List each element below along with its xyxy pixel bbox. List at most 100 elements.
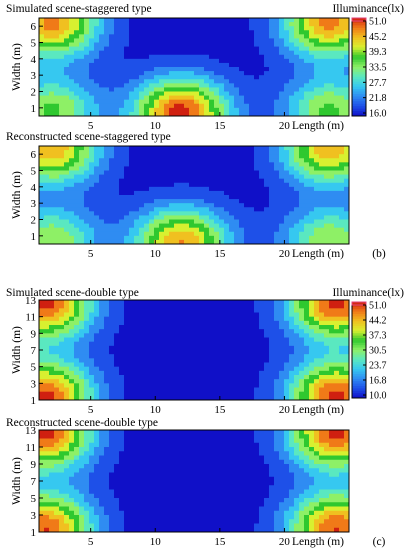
heatmap-cell (99, 354, 105, 359)
heatmap-cell (299, 379, 305, 384)
heatmap-cell (129, 215, 135, 221)
heatmap-cell (94, 162, 100, 168)
heatmap-cell (39, 472, 45, 478)
heatmap-cell (209, 203, 215, 208)
heatmap-cell (59, 75, 65, 80)
heatmap-cell (89, 95, 95, 101)
heatmap-cell (319, 91, 325, 97)
heatmap-cell (49, 455, 55, 461)
heatmap-cell (264, 54, 270, 60)
heatmap-cell (134, 387, 140, 393)
heatmap-cell (274, 370, 280, 376)
heatmap-cell (154, 341, 160, 347)
heatmap-cell (309, 227, 315, 233)
heatmap-cell (164, 34, 170, 40)
heatmap-cell (274, 362, 280, 368)
heatmap-cell (119, 337, 125, 343)
heatmap-cell (194, 83, 200, 89)
heatmap-cell (109, 38, 115, 44)
heatmap-cell (99, 207, 105, 212)
heatmap-cell (199, 316, 205, 322)
heatmap-cell (194, 166, 200, 172)
heatmap-cell (69, 366, 75, 372)
heatmap-cell (44, 154, 50, 159)
heatmap-cell (279, 387, 285, 393)
heatmap-cell (209, 34, 215, 40)
heatmap-cell (39, 195, 45, 200)
heatmap-cell (274, 22, 280, 27)
heatmap-cell (179, 26, 185, 31)
heatmap-cell (89, 22, 95, 27)
heatmap-cell (44, 438, 50, 444)
heatmap-cell (94, 174, 100, 180)
heatmap-cell (279, 42, 285, 48)
heatmap-cell (179, 350, 185, 355)
heatmap-cell (194, 362, 200, 368)
heatmap-cell (94, 459, 100, 465)
heatmap-cell (134, 199, 140, 204)
heatmap-cell (44, 26, 50, 31)
heatmap-cell (334, 211, 340, 217)
heatmap-cell (344, 235, 349, 241)
heatmap-cell (114, 22, 120, 27)
heatmap-cell (139, 54, 145, 60)
heatmap-cell (44, 219, 50, 225)
heatmap-cell (269, 111, 275, 116)
heatmap-cell (314, 304, 320, 309)
heatmap-cell (54, 489, 60, 495)
heatmap-cell (109, 211, 115, 217)
heatmap-cell (269, 22, 275, 27)
colorbar-swatch (352, 42, 366, 46)
heatmap-cell (119, 22, 125, 27)
heatmap-cell (174, 54, 180, 60)
heatmap-cell (344, 231, 349, 237)
heatmap-cell (44, 481, 50, 486)
heatmap-cell (84, 199, 90, 204)
heatmap-cell (329, 227, 335, 233)
heatmap-cell (59, 354, 65, 359)
heatmap-cell (249, 154, 255, 159)
heatmap-cell (344, 195, 349, 200)
heatmap-cell (234, 95, 240, 101)
heatmap-cell (184, 308, 190, 314)
heatmap-cell (284, 379, 290, 384)
heatmap-cell (244, 366, 250, 372)
heatmap-cell (304, 211, 310, 217)
heatmap-cell (309, 231, 315, 237)
heatmap-cell (129, 341, 135, 347)
heatmap-cell (164, 95, 170, 101)
colorbar-swatch (352, 79, 366, 83)
heatmap-cell (44, 111, 50, 116)
heatmap-cell (279, 146, 285, 151)
heatmap-cell (204, 146, 210, 151)
heatmap-cell (154, 345, 160, 351)
heatmap-cell (209, 211, 215, 217)
heatmap-cell (264, 379, 270, 384)
heatmap-cell (289, 146, 295, 151)
heatmap-cell (49, 211, 55, 217)
heatmap-cell (39, 468, 45, 474)
heatmap-cell (334, 154, 340, 159)
heatmap-cell (139, 67, 145, 72)
heatmap-cell (174, 46, 180, 52)
heatmap-cell (264, 174, 270, 180)
heatmap-cell (234, 308, 240, 314)
heatmap-cell (334, 345, 340, 351)
heatmap-cell (104, 316, 110, 322)
heatmap-cell (174, 170, 180, 176)
heatmap-cell (44, 46, 50, 52)
heatmap-cell (334, 320, 340, 326)
heatmap-cell (99, 502, 105, 508)
heatmap-cell (149, 54, 155, 60)
heatmap-cell (229, 215, 235, 221)
heatmap-cell (309, 79, 315, 84)
heatmap-cell (69, 383, 75, 389)
heatmap-cell (214, 42, 220, 48)
heatmap-cell (69, 54, 75, 60)
heatmap-cell (194, 354, 200, 359)
heatmap-cell (319, 146, 325, 151)
heatmap-cell (134, 333, 140, 339)
heatmap-cell (44, 442, 50, 448)
heatmap-cell (64, 103, 70, 109)
heatmap-cell (139, 362, 145, 368)
